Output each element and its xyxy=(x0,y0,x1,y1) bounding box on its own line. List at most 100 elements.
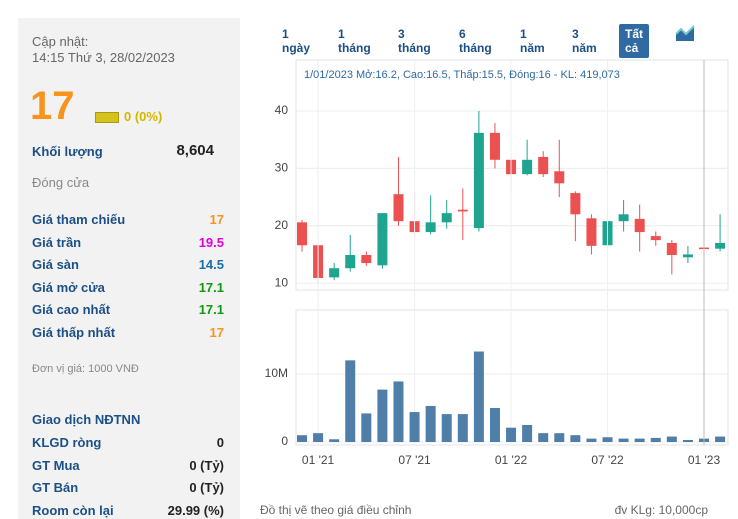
price-label: Giá cao nhất xyxy=(32,302,111,318)
volume-bar xyxy=(425,405,436,442)
y-tick-label: 40 xyxy=(275,103,289,117)
volume-bar xyxy=(489,407,500,442)
candle-body xyxy=(715,242,726,249)
range-button[interactable]: Tất cả xyxy=(619,24,649,58)
candle-body xyxy=(618,214,629,222)
volume-bar xyxy=(666,436,677,442)
candle-body xyxy=(425,222,436,233)
footer-unit: đv KLg: 10,000cp xyxy=(615,503,709,517)
candle-body xyxy=(393,194,404,222)
candle-body xyxy=(377,213,388,266)
volume-bar xyxy=(297,435,307,442)
foreign-value: 0 (Tỷ) xyxy=(189,457,224,473)
x-tick-label: 07 '21 xyxy=(398,453,431,467)
volume-bar xyxy=(682,439,693,442)
update-time: 14:15 Thứ 3, 28/02/2023 xyxy=(32,50,175,65)
x-tick-label: 01 '23 xyxy=(688,453,721,467)
quote-panel: Cập nhật: 14:15 Thứ 3, 28/02/2023 17 0 (… xyxy=(18,18,240,519)
candle-body xyxy=(682,254,693,258)
price-label: Giá thấp nhất xyxy=(32,325,116,340)
candle-body xyxy=(329,268,340,278)
candle-body xyxy=(602,221,613,246)
range-button[interactable]: 1 năm xyxy=(520,27,545,55)
candle-body xyxy=(313,245,324,278)
volume-bar xyxy=(586,438,597,442)
price-value: 17 xyxy=(209,325,224,340)
volume-label: Khối lượng xyxy=(32,144,103,159)
foreign-label: GT Bán xyxy=(32,480,79,496)
x-tick-label: 07 '22 xyxy=(591,453,624,467)
foreign-value: 0 (Tỷ) xyxy=(189,480,224,496)
change: 0 (0%) xyxy=(124,109,163,124)
volume-bar xyxy=(361,413,372,442)
update-label: Cập nhật: xyxy=(32,34,89,49)
volume-bar xyxy=(634,438,645,442)
unit: Đơn vị giá: 1000 VNĐ xyxy=(32,363,139,375)
candle-body xyxy=(345,255,356,269)
candle-body xyxy=(554,171,565,184)
volume-bar xyxy=(650,437,661,442)
range-button[interactable]: 1 ngày xyxy=(282,27,311,55)
volume-frame xyxy=(295,309,729,446)
foreign-label: KLGD ròng xyxy=(32,435,102,450)
range-button[interactable]: 3 tháng xyxy=(398,27,431,55)
foreign-title: Giao dịch NĐTNN xyxy=(32,412,141,427)
foreign-label: GT Mua xyxy=(32,457,80,473)
y-tick-label: 30 xyxy=(275,161,289,175)
candle-body xyxy=(506,159,517,175)
volume-bar xyxy=(554,433,565,442)
tooltip: 1/01/2023 Mở:16.2, Cao:16.5, Thấp:15.5, … xyxy=(304,69,620,81)
candle-body xyxy=(586,218,597,246)
candle-body xyxy=(650,236,661,241)
candle-body xyxy=(457,209,468,212)
y-tick-label: 10M xyxy=(265,366,288,380)
flat-icon xyxy=(95,112,119,123)
price: 17 xyxy=(30,84,75,128)
x-tick-label: 01 '21 xyxy=(302,453,335,467)
range-button[interactable]: 6 tháng xyxy=(459,27,492,55)
candle-body xyxy=(522,159,533,175)
foreign-value: 29.99 (%) xyxy=(167,502,224,518)
candle-body xyxy=(699,247,709,250)
price-value: 14.5 xyxy=(198,257,224,273)
y-tick-label: 0 xyxy=(281,434,288,448)
foreign-label: Room còn lại xyxy=(32,502,114,518)
volume-bar xyxy=(522,424,533,442)
volume-bar xyxy=(618,438,629,442)
candle-body xyxy=(297,222,307,246)
volume-bar xyxy=(570,435,581,442)
foreign-value: 0 xyxy=(216,435,224,450)
chart-icon[interactable] xyxy=(675,24,695,42)
volume-bar xyxy=(602,437,613,442)
candle-body xyxy=(570,193,581,215)
candle-body xyxy=(538,156,549,175)
x-tick-label: 01 '22 xyxy=(495,453,528,467)
volume-bar xyxy=(457,414,468,442)
candle-body xyxy=(441,213,452,223)
status: Đóng cửa xyxy=(32,175,90,190)
y-tick-label: 20 xyxy=(275,218,289,232)
volume-bar xyxy=(377,389,388,442)
price-value: 17 xyxy=(209,212,224,227)
range-button[interactable]: 1 tháng xyxy=(338,27,371,55)
candle-body xyxy=(489,132,500,160)
volume-bar xyxy=(329,439,340,442)
price-value: 19.5 xyxy=(198,234,224,250)
volume-bar xyxy=(538,433,549,442)
price-label: Giá sàn xyxy=(32,257,79,273)
volume-bar xyxy=(313,433,324,442)
volume-bar xyxy=(699,438,709,442)
range-button[interactable]: 3 năm xyxy=(572,27,597,55)
price-value: 17.1 xyxy=(198,279,224,295)
volume-bar xyxy=(473,351,484,442)
footer-note: Đồ thị vẽ theo giá điều chỉnh xyxy=(260,503,411,517)
candle-body xyxy=(473,132,484,229)
candle-body xyxy=(634,218,645,233)
candle-body xyxy=(361,255,372,264)
candle-body xyxy=(666,242,677,256)
price-label: Giá tham chiếu xyxy=(32,212,126,227)
volume-bar xyxy=(715,436,726,442)
volume-bar xyxy=(345,360,356,442)
price-label: Giá mở cửa xyxy=(32,279,105,295)
